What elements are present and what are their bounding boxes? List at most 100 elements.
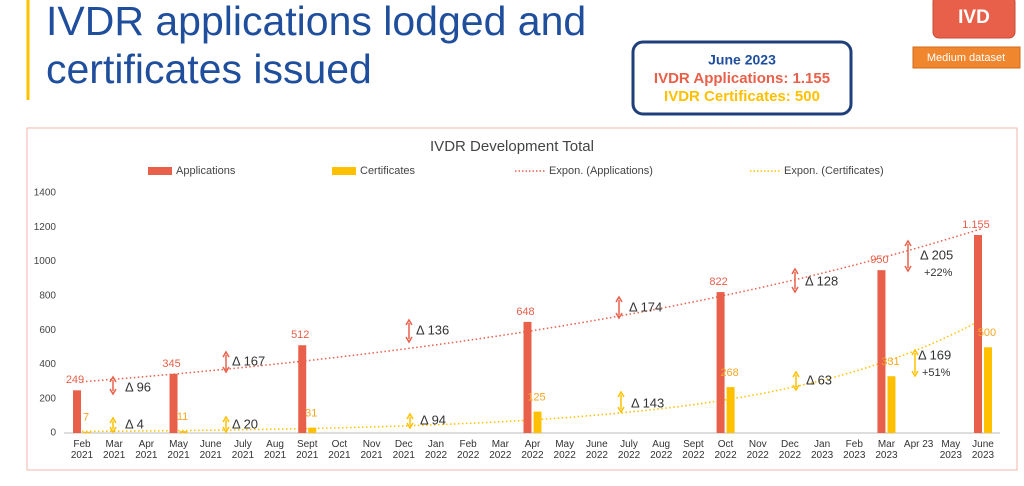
bar (298, 345, 307, 433)
bar (73, 390, 81, 433)
y-tick-label: 1400 (34, 188, 57, 199)
y-tick-label: 1200 (34, 222, 57, 233)
x-tick-label: July 2021 (231, 439, 255, 461)
bar (984, 347, 992, 433)
legend-label: Expon. (Certificates) (784, 165, 884, 177)
legend-swatch (148, 167, 172, 175)
delta-arrowhead (791, 267, 799, 294)
x-tick-label: Apr 23 (903, 439, 934, 450)
x-tick-label: May 2021 (167, 439, 190, 461)
bar (523, 321, 532, 433)
delta-arrowhead (109, 375, 117, 396)
delta-change: +51% (922, 367, 951, 379)
delta-arrowhead (405, 318, 413, 344)
x-tick-label: Oct 2021 (328, 439, 351, 461)
x-tick-label: Mar 2022 (489, 439, 512, 461)
x-tick-label: Aug 2021 (263, 439, 287, 461)
delta-arrowhead (615, 295, 623, 320)
delta-label: Δ 20 (232, 416, 258, 431)
delta-arrowhead (911, 348, 919, 378)
bar (877, 270, 886, 433)
delta-arrowhead (792, 370, 800, 392)
delta-label: Δ 94 (420, 412, 446, 427)
delta-label: Δ 205 (920, 247, 953, 262)
x-tick-label: Dec 2022 (778, 439, 802, 461)
data-label: 512 (291, 329, 309, 341)
delta-arrowhead (904, 239, 912, 273)
delta-label: Δ 174 (629, 299, 662, 314)
summary-certificates: IVDR Certificates: 500 (664, 88, 820, 105)
x-tick-label: Feb 2023 (843, 439, 866, 461)
x-tick-label: Apr 2022 (521, 439, 544, 461)
y-tick-label: 200 (39, 393, 56, 404)
x-tick-label: Nov 2021 (360, 439, 383, 461)
x-tick-label: Feb 2021 (70, 439, 94, 461)
data-label: 268 (720, 367, 738, 379)
delta-label: Δ 96 (125, 379, 151, 394)
delta-label: Δ 136 (416, 322, 449, 337)
dataset-label: Medium dataset (927, 52, 1005, 64)
data-label: 249 (66, 374, 84, 386)
data-label: 500 (978, 327, 996, 339)
bar (726, 387, 735, 433)
x-tick-label: Nov 2022 (746, 439, 769, 461)
delta-arrowhead (222, 350, 230, 374)
delta-arrowhead (222, 415, 230, 434)
title-line: IVDR applications lodged and (46, 0, 586, 44)
x-tick-label: June 2022 (585, 439, 608, 461)
y-tick-label: 1000 (34, 256, 57, 267)
data-label: 11 (177, 411, 188, 423)
delta-label: Δ 143 (631, 395, 664, 410)
y-tick-label: 600 (39, 325, 56, 336)
title-line: certificates issued (46, 46, 372, 92)
data-label: 1.155 (962, 219, 990, 231)
x-tick-label: Jan 2022 (424, 439, 448, 461)
x-tick-label: Feb 2022 (457, 439, 480, 461)
bar (169, 373, 178, 433)
x-tick-label: Mar 2023 (875, 439, 898, 461)
data-label: 345 (162, 358, 180, 370)
data-label: 331 (881, 356, 899, 368)
delta-label: Δ 128 (805, 273, 838, 288)
x-tick-label: Oct 2022 (714, 439, 737, 461)
summary-applications: IVDR Applications: 1.155 (654, 70, 830, 87)
badge (932, 0, 1016, 39)
data-label: 950 (870, 254, 888, 266)
x-tick-label: Apr 2021 (135, 439, 158, 461)
x-tick-label: Mar 2021 (103, 439, 126, 461)
x-tick-label: June 2023 (971, 439, 995, 461)
trendline (81, 318, 984, 433)
delta-arrowhead (109, 416, 117, 434)
summary-box (631, 40, 853, 116)
delta-label: Δ 167 (232, 353, 265, 368)
delta-label: Δ 169 (918, 347, 951, 362)
x-tick-label: May 2022 (553, 439, 576, 461)
legend-label: Certificates (360, 165, 416, 177)
bar (83, 431, 91, 433)
delta-arrowhead (406, 412, 414, 430)
x-tick-label: Sept 2021 (296, 439, 319, 461)
data-label: 822 (709, 276, 727, 288)
badge-label: IVD (958, 7, 990, 28)
chart-frame (26, 127, 1018, 471)
bar (716, 292, 725, 433)
delta-label: Δ 63 (806, 372, 832, 387)
delta-label: Δ 4 (125, 416, 144, 431)
x-tick-label: July 2022 (617, 439, 641, 461)
y-tick-label: 800 (39, 290, 56, 301)
legend-label: Expon. (Applications) (549, 165, 653, 177)
legend-label: Applications (176, 165, 236, 177)
chart-title: IVDR Development Total (430, 138, 594, 155)
x-tick-label: Aug 2022 (650, 439, 673, 461)
delta-arrowhead (617, 390, 625, 414)
delta-change: +22% (924, 267, 953, 279)
data-label: 7 (83, 412, 89, 424)
data-label: 648 (516, 306, 534, 318)
summary-heading: June 2023 (708, 52, 776, 68)
bar (974, 235, 982, 433)
y-tick-label: 0 (50, 428, 56, 439)
bar (308, 427, 317, 433)
y-tick-label: 400 (39, 359, 56, 370)
